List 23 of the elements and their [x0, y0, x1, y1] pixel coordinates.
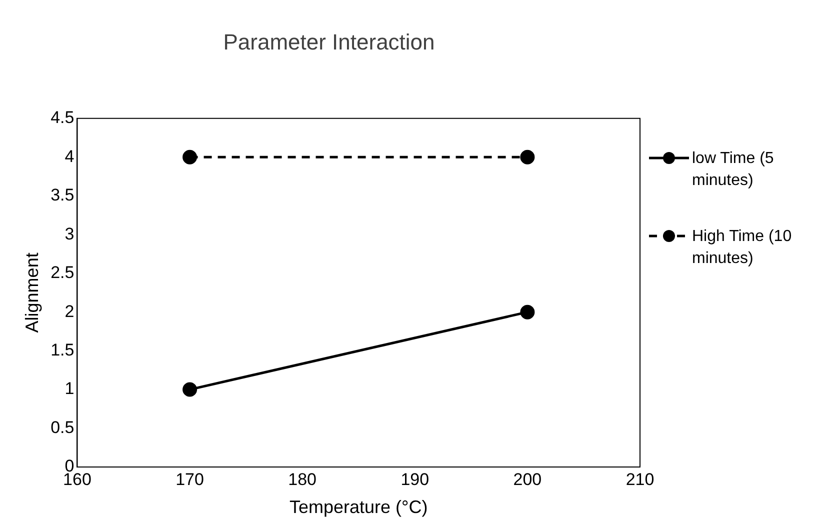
- point: [520, 304, 535, 320]
- x-tick-label: 210: [626, 470, 654, 489]
- y-tick-label: 0.5: [50, 418, 74, 437]
- y-tick-label: 4.5: [50, 108, 74, 128]
- point: [182, 150, 198, 164]
- x-tick-label: 190: [400, 470, 430, 489]
- y-tick-label: 1.5: [50, 340, 74, 360]
- legend-label: High Time (10 minutes): [692, 227, 793, 269]
- x-tick-label: 180: [288, 470, 317, 489]
- point: [520, 150, 535, 164]
- y-tick-label: 2: [64, 302, 74, 321]
- x-axis-title: Temperature (°C): [290, 497, 428, 518]
- y-tick-label: 2.5: [50, 263, 74, 282]
- x-tick-label: 170: [176, 470, 204, 489]
- y-tick-label: 3: [64, 224, 74, 244]
- y-axis-title: Alignment: [22, 252, 42, 333]
- x-tick-label: 200: [513, 470, 542, 489]
- legend-label: low Time (5 minutes): [692, 149, 775, 191]
- point: [182, 382, 198, 397]
- y-tick-label: 3.5: [50, 186, 74, 205]
- chart-title: Parameter Interaction: [223, 29, 435, 54]
- y-tick-label: 4: [64, 146, 74, 166]
- y-tick-label: 1: [64, 379, 74, 398]
